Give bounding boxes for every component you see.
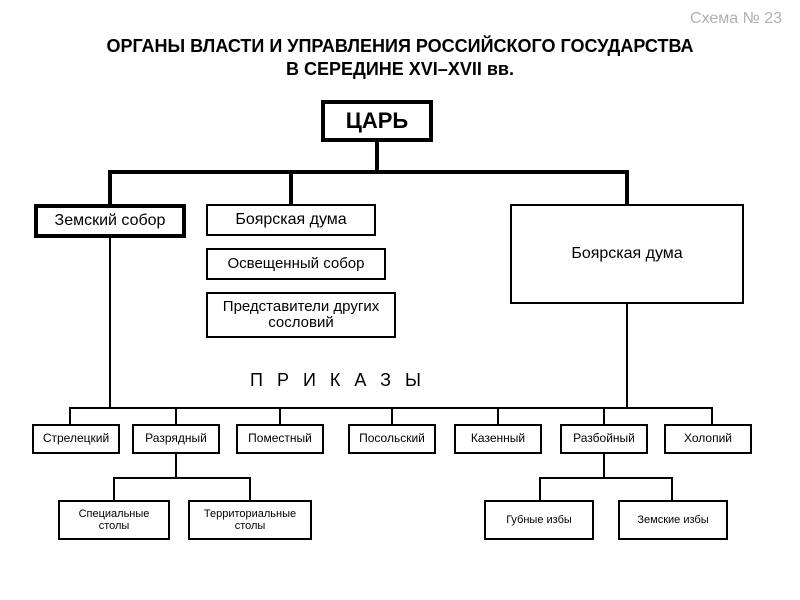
node-spetsialnye-stoly: Специальные столы [58, 500, 170, 540]
node-kazenny: Казенный [454, 424, 542, 454]
node-osveshchenny-sobor: Освещенный собор [206, 248, 386, 280]
node-predstaviteli: Представители других сословий [206, 292, 396, 338]
node-tsar: ЦАРЬ [321, 100, 433, 142]
node-razboyny: Разбойный [560, 424, 648, 454]
node-razryadny: Разрядный [132, 424, 220, 454]
node-boyarskaya-duma-sub: Боярская дума [206, 204, 376, 236]
node-boyarskaya-duma-main: Боярская дума [510, 204, 744, 304]
node-pomestny: Поместный [236, 424, 324, 454]
node-gubnye-izby: Губные избы [484, 500, 594, 540]
node-territorialnye-stoly: Территориальные столы [188, 500, 312, 540]
node-posolsky: Посольский [348, 424, 436, 454]
title-line-1: ОРГАНЫ ВЛАСТИ И УПРАВЛЕНИЯ РОССИЙСКОГО Г… [0, 36, 800, 57]
scheme-number: Схема № 23 [690, 10, 782, 28]
label-prikazy: ПРИКАЗЫ [250, 370, 435, 391]
node-kholopiy: Холопий [664, 424, 752, 454]
diagram-canvas: Схема № 23 ОРГАНЫ ВЛАСТИ И УПРАВЛЕНИЯ РО… [0, 0, 800, 600]
node-zemskie-izby: Земские избы [618, 500, 728, 540]
node-streletsky: Стрелецкий [32, 424, 120, 454]
diagram-title: ОРГАНЫ ВЛАСТИ И УПРАВЛЕНИЯ РОССИЙСКОГО Г… [0, 36, 800, 80]
node-zemsky-sobor: Земский собор [34, 204, 186, 238]
title-line-2: В СЕРЕДИНЕ XVI–XVII вв. [0, 59, 800, 80]
